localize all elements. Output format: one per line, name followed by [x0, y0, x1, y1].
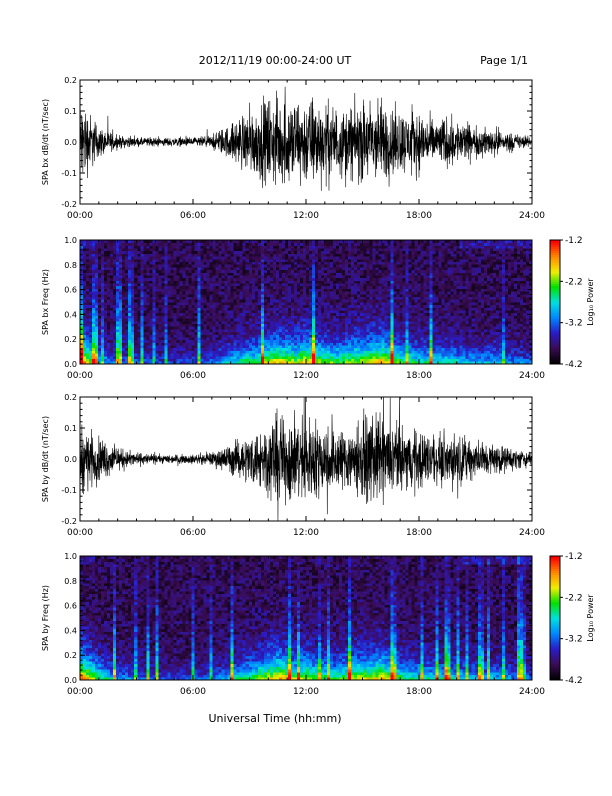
y-tick-label: 0.4: [64, 626, 77, 635]
colorbar-label: Log₁₀ Power: [586, 594, 595, 642]
x-tick-label: 06:00: [180, 528, 206, 538]
y-tick-label: 0.8: [64, 577, 77, 586]
figure-title: 2012/11/19 00:00-24:00 UT: [199, 54, 352, 67]
x-axis-label: Universal Time (hh:mm): [209, 712, 342, 725]
x-tick-label: 24:00: [519, 528, 545, 538]
y-tick-label: 0.0: [64, 138, 77, 147]
y-axis-label: SPA bx dB/dt (nT/sec): [41, 99, 50, 185]
y-tick-label: 0.0: [64, 360, 77, 369]
y-tick-label: 0.6: [64, 286, 77, 295]
panel-bx-spectrogram: -1.2 -2.2 -3.2 -4.2 Log₁₀ Power 00:00 06:00 12:…: [41, 236, 595, 381]
y-tick-label: 0.2: [64, 651, 77, 660]
y-tick-label: 0.1: [64, 107, 77, 116]
y-tick-label: 0.2: [64, 335, 77, 344]
x-tick-label: 24:00: [519, 211, 545, 221]
y-tick-label: 0.0: [64, 455, 77, 464]
x-tick-label: 12:00: [293, 528, 319, 538]
y-tick-label: 0.2: [64, 76, 77, 85]
y-axis-label: SPA by Freq (Hz): [41, 585, 50, 651]
x-tick-label: 18:00: [406, 528, 432, 538]
x-tick-label: 12:00: [293, 371, 319, 381]
y-tick-label: 0.2: [64, 393, 77, 402]
colorbar-tick-label: -4.2: [565, 360, 583, 370]
colorbar-tick-label: -4.2: [565, 676, 583, 686]
x-tick-label: 18:00: [406, 687, 432, 697]
colorbar-tick-label: -3.2: [565, 635, 583, 645]
x-tick-label: 24:00: [519, 371, 545, 381]
y-tick-label: 1.0: [64, 236, 77, 245]
y-axis-label: SPA by dB/dt (nT/sec): [41, 416, 50, 502]
colorbar-tick-label: -1.2: [565, 552, 583, 562]
y-tick-label: -0.1: [61, 169, 77, 178]
x-tick-label: 12:00: [293, 211, 319, 221]
y-tick-label: -0.1: [61, 486, 77, 495]
y-tick-label: 0.8: [64, 261, 77, 270]
colorbar-tick-label: -2.2: [565, 277, 583, 287]
y-tick-label: 0.0: [64, 676, 77, 685]
x-tick-label: 00:00: [67, 687, 93, 697]
y-tick-label: -0.2: [61, 200, 77, 209]
colorbar-tick-label: -3.2: [565, 319, 583, 329]
panel-by-spectrogram: -1.2 -2.2 -3.2 -4.2 Log₁₀ Power 00:00 06:00 12:…: [41, 552, 595, 697]
y-tick-label: -0.2: [61, 517, 77, 526]
y-tick-label: 1.0: [64, 552, 77, 561]
spectrogram-cells: [80, 556, 532, 680]
colorbar-tick-label: -1.2: [565, 236, 583, 246]
panel-bx-waveform: 00:00 06:00 12:00 18:00 24:00 -0.2 -0.1 0.0 0.1 0…: [41, 76, 545, 221]
x-tick-label: 06:00: [180, 211, 206, 221]
page-indicator: Page 1/1: [480, 54, 528, 67]
spectrogram-cells: [80, 240, 532, 364]
y-tick-label: 0.4: [64, 310, 77, 319]
y-tick-label: 0.6: [64, 602, 77, 611]
x-tick-label: 12:00: [293, 687, 319, 697]
x-tick-label: 06:00: [180, 687, 206, 697]
x-tick-label: 24:00: [519, 687, 545, 697]
y-axis-label: SPA bx Freq (Hz): [41, 269, 50, 335]
x-tick-label: 18:00: [406, 211, 432, 221]
x-tick-label: 00:00: [67, 371, 93, 381]
waveform-series: [80, 87, 532, 191]
x-tick-label: 06:00: [180, 371, 206, 381]
panel-by-waveform: 00:00 06:00 12:00 18:00 24:00 -0.2 -0.1 0.0 0.1 0…: [41, 379, 545, 538]
x-tick-label: 00:00: [67, 528, 93, 538]
colorbar-label: Log₁₀ Power: [586, 278, 595, 326]
colorbar-tick-label: -2.2: [565, 593, 583, 603]
x-tick-label: 18:00: [406, 371, 432, 381]
y-tick-label: 0.1: [64, 424, 77, 433]
x-tick-label: 00:00: [67, 211, 93, 221]
